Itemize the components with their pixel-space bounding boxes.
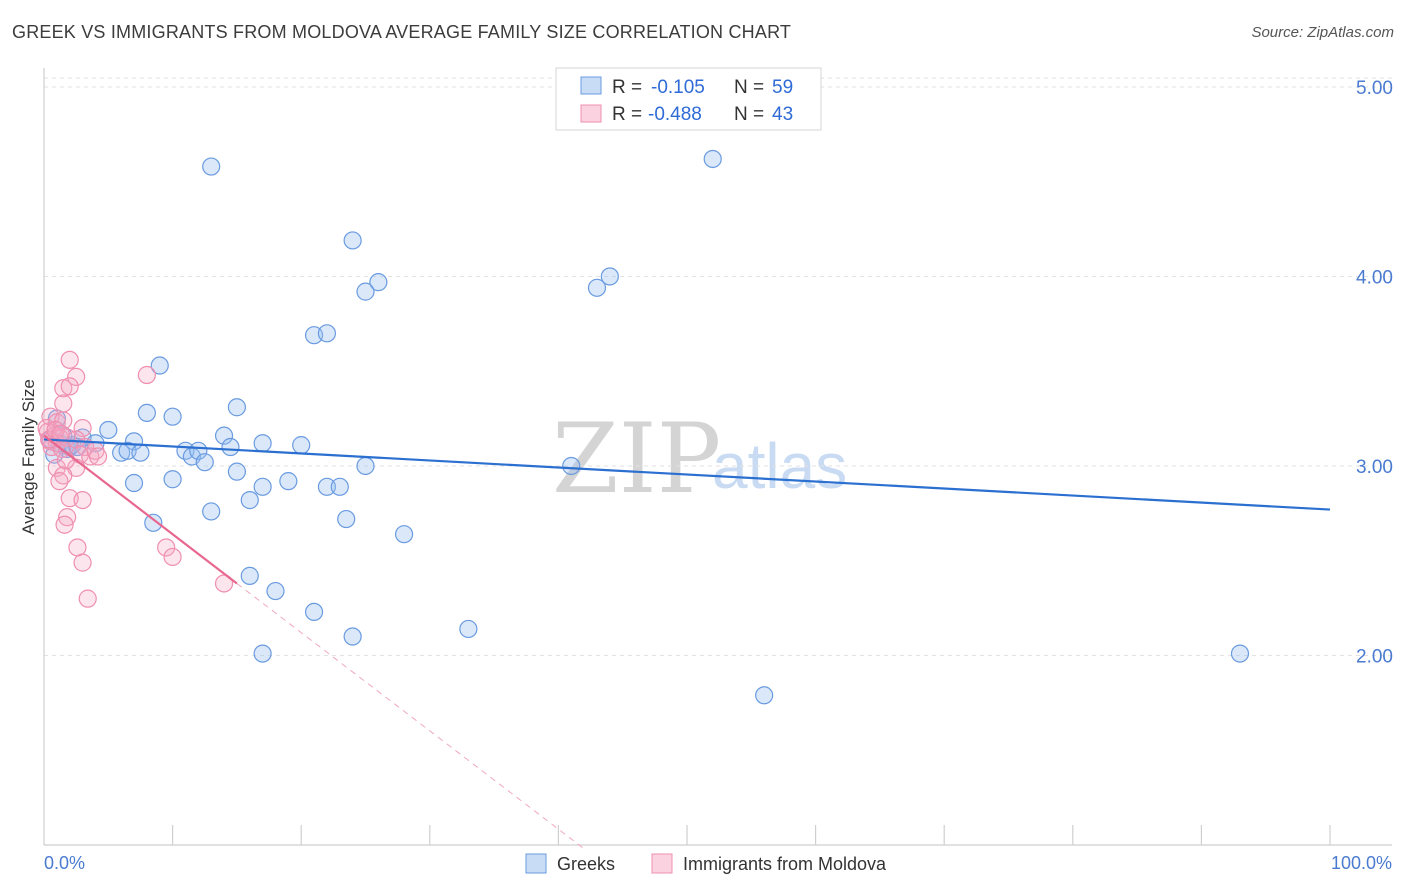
greeks-point-36 (227, 462, 246, 481)
moldova-point-21 (81, 447, 100, 466)
greeks-point-52 (343, 627, 362, 646)
moldova-point-33 (73, 553, 92, 572)
moldova-point-41 (51, 424, 70, 443)
greeks-point-8 (317, 324, 337, 343)
greeks-point-6 (600, 267, 619, 286)
moldova-point-0 (60, 350, 79, 369)
chart-title: GREEK VS IMMIGRANTS FROM MOLDOVA AVERAGE… (12, 22, 792, 42)
moldova-point-23 (88, 447, 108, 466)
greeks-point-40 (253, 477, 272, 496)
moldova-point-31 (55, 515, 74, 534)
moldova-point-9 (73, 418, 92, 438)
source-label: Source: ZipAtlas.com (1251, 24, 1394, 41)
legend-r-label-1: R = (612, 77, 642, 98)
greeks-point-0 (202, 157, 221, 176)
top-legend: R = -0.105 N = 59 R = -0.488 N = 43 (555, 67, 822, 131)
moldova-point-32 (68, 538, 87, 557)
greeks-point-29 (221, 437, 240, 457)
x-ticks (172, 825, 1331, 845)
y-tick-labels: 2.00 3.00 4.00 5.00 (1356, 78, 1393, 668)
greeks-point-39 (279, 472, 298, 491)
bottom-legend: Greeks Immigrants from Moldova (525, 853, 887, 874)
greeks-point-34 (356, 456, 375, 476)
greeks-point-17 (253, 434, 272, 453)
greeks-point-9 (150, 356, 169, 375)
greeks-point-37 (163, 470, 182, 489)
legend-swatch-moldova (580, 104, 602, 123)
greeks-point-51 (459, 619, 478, 639)
greeks-point-50 (304, 602, 324, 622)
bottom-legend-swatch-greeks (525, 853, 547, 874)
legend-swatch-greeks (580, 76, 602, 95)
x-tick-label-min: 0.0% (44, 853, 85, 873)
moldova-point-27 (50, 472, 69, 491)
x-tick-label-max: 100.0% (1331, 853, 1392, 873)
y-tick-label-3: 5.00 (1356, 78, 1393, 99)
greeks-point-41 (317, 477, 337, 496)
greeks-point-18 (292, 436, 311, 455)
greeks-point-55 (755, 686, 774, 705)
greeks-point-44 (202, 502, 221, 521)
moldova-point-35 (163, 547, 182, 567)
greeks-point-35 (562, 456, 581, 476)
bottom-legend-swatch-moldova (651, 853, 673, 874)
moldova-point-5 (54, 394, 73, 413)
watermark-zip: ZIP (552, 403, 721, 515)
trend-lines (43, 434, 1331, 850)
legend-n-value-1: 59 (772, 77, 793, 98)
moldova-point-36 (78, 589, 97, 608)
greeks-point-14 (99, 420, 118, 440)
moldova-point-29 (73, 490, 92, 510)
greeks-point-54 (1230, 644, 1250, 663)
greeks-trend-line (43, 438, 1331, 511)
greeks-point-47 (394, 525, 414, 544)
y-tick-label-0: 2.00 (1356, 646, 1393, 667)
greeks-point-42 (330, 477, 349, 496)
moldova-point-34 (157, 538, 176, 557)
legend-n-label-1: N = (734, 77, 764, 98)
y-tick-label-2: 4.00 (1356, 267, 1393, 288)
y-axis-label: Average Family Size (19, 379, 38, 535)
greeks-point-12 (163, 407, 182, 426)
greeks-point-3 (369, 273, 388, 292)
moldova-trend-extension (236, 583, 585, 850)
moldova-point-8 (54, 411, 73, 430)
greeks-point-46 (337, 509, 356, 529)
legend-n-value-2: 43 (772, 104, 793, 125)
moldova-point-2 (137, 365, 156, 385)
axes (43, 68, 1392, 846)
greeks-point-28 (195, 453, 214, 472)
greeks-point-48 (240, 566, 259, 585)
greeks-point-16 (214, 426, 234, 445)
greeks-point-1 (703, 149, 722, 169)
greeks-point-53 (253, 644, 272, 663)
legend-n-label-2: N = (734, 104, 764, 125)
moldova-point-1 (67, 367, 86, 387)
greeks-point-5 (587, 278, 607, 297)
legend-r-label-2: R = (612, 104, 642, 125)
moldova-trend-line (43, 434, 238, 585)
greeks-point-24 (131, 443, 150, 462)
greeks-point-11 (137, 403, 156, 423)
moldova-point-4 (60, 377, 79, 396)
greeks-point-4 (356, 282, 375, 301)
greeks-point-45 (144, 513, 163, 532)
legend-r-value-1: -0.105 (651, 77, 705, 98)
bottom-legend-label-moldova: Immigrants from Moldova (683, 854, 887, 874)
legend-r-value-2: -0.488 (648, 104, 702, 125)
greeks-point-2 (343, 231, 362, 250)
greeks-point-38 (124, 473, 144, 493)
bottom-legend-label-greeks: Greeks (557, 854, 615, 874)
greeks-point-43 (240, 490, 259, 510)
greeks-point-49 (266, 581, 285, 601)
moldova-point-3 (54, 379, 73, 398)
moldova-point-42 (56, 451, 75, 470)
greeks-point-10 (227, 398, 246, 417)
y-tick-label-1: 3.00 (1356, 457, 1393, 478)
